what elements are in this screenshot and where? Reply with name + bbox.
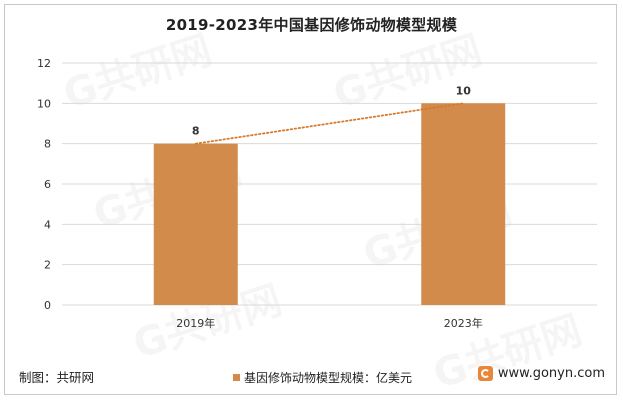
y-tick-label: 4: [44, 218, 51, 231]
y-tick-label: 6: [44, 178, 51, 191]
legend-swatch: [233, 374, 240, 381]
bar: [421, 103, 506, 305]
website-label: www.gonyn.com: [497, 366, 605, 381]
x-tick-label: 2019年: [176, 316, 215, 330]
source-label: 制图：共研网: [19, 370, 95, 385]
chart-title: 2019-2023年中国基因修饰动物模型规模: [165, 16, 458, 34]
chart-frame: [4, 4, 617, 395]
y-tick-label: 0: [44, 299, 51, 312]
x-tick-label: 2023年: [444, 316, 483, 330]
legend-label: 基因修饰动物模型规模：亿美元: [244, 371, 413, 385]
data-label: 10: [456, 84, 472, 97]
website-credit: www.gonyn.com: [477, 366, 605, 381]
data-label: 8: [192, 125, 200, 138]
y-tick-label: 12: [37, 57, 51, 70]
gonyn-logo-icon: [477, 366, 493, 381]
legend: 基因修饰动物模型规模：亿美元: [233, 369, 412, 386]
y-tick-label: 2: [44, 259, 51, 272]
trend-line: [194, 102, 465, 145]
y-tick-label: 10: [37, 97, 51, 110]
bar: [153, 143, 238, 305]
y-tick-label: 8: [44, 138, 51, 151]
